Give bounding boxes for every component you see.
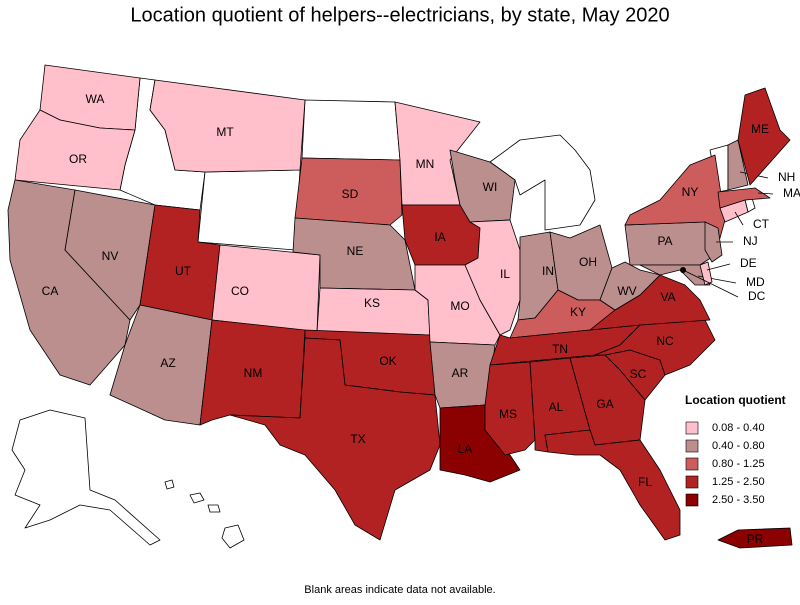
state-label: AL: [549, 400, 564, 414]
state-label: KS: [364, 296, 380, 310]
state-label: FL: [638, 475, 652, 489]
state-label: MS: [499, 407, 517, 421]
state-label: NV: [102, 249, 119, 263]
leader-line: [734, 211, 744, 226]
state-blank: [197, 169, 301, 251]
state-label: UT: [175, 264, 192, 278]
state-label: OR: [69, 152, 87, 166]
legend-swatch: [685, 439, 699, 453]
state-label: CA: [42, 284, 59, 298]
leader-line: [706, 263, 731, 271]
state-label: NE: [347, 244, 364, 258]
state: [316, 287, 431, 336]
map-note: Blank areas indicate data not available.: [304, 584, 495, 596]
legend-label: 0.40 - 0.80: [712, 440, 765, 452]
state: [544, 429, 681, 541]
state-label: KY: [570, 305, 586, 319]
state-label: MO: [450, 299, 469, 313]
state-label: IN: [542, 264, 554, 278]
map-title: Location quotient of helpers--electricia…: [130, 4, 669, 26]
state-label: AR: [452, 366, 469, 380]
state-label: AZ: [160, 356, 175, 370]
state-label: PR: [747, 532, 764, 546]
legend-label: 1.25 - 2.50: [712, 476, 765, 488]
state-label: MT: [216, 125, 234, 139]
state: [599, 261, 661, 311]
state-label: LA: [458, 442, 473, 456]
state: [727, 139, 749, 191]
state-label: DE: [740, 256, 757, 270]
legend-swatch: [685, 475, 699, 489]
state-label: TX: [350, 432, 365, 446]
state-label: NY: [682, 185, 699, 199]
state-label: WV: [617, 284, 636, 298]
state: [14, 109, 136, 191]
state-label: OH: [579, 255, 597, 269]
state-label: WA: [86, 92, 105, 106]
state-label: SD: [342, 187, 359, 201]
state-label: CO: [231, 284, 249, 298]
state-label: PA: [657, 234, 672, 248]
state-blank: [301, 99, 401, 161]
legend-swatch: [685, 421, 699, 435]
state: [717, 187, 771, 209]
state-label: MN: [416, 157, 435, 171]
state-blank: [489, 134, 596, 231]
state: [64, 189, 156, 321]
state-blank: [189, 492, 205, 504]
state-label: NJ: [743, 234, 758, 248]
legend-title: Location quotient: [685, 393, 786, 407]
state-label: NM: [244, 366, 263, 380]
state: [149, 79, 306, 173]
state-label: SC: [630, 367, 647, 381]
state: [717, 527, 793, 549]
leader-line: [682, 269, 739, 298]
blank-states: [11, 77, 756, 549]
state: [699, 261, 713, 286]
legend-label: 0.08 - 0.40: [712, 422, 765, 434]
state-label: CT: [753, 217, 770, 231]
state-label: IL: [500, 267, 510, 281]
state: [704, 221, 723, 263]
state: [211, 244, 321, 333]
state-label: WI: [483, 180, 498, 194]
state-label: MD: [746, 275, 765, 289]
state-label: VA: [660, 290, 675, 304]
legend-swatch: [685, 493, 699, 507]
state: [229, 337, 441, 541]
state-label: NH: [778, 170, 795, 184]
state-blank: [221, 524, 245, 549]
state-label: MA: [783, 186, 800, 200]
state-label: OK: [379, 354, 396, 368]
state-blank: [164, 479, 175, 490]
state: [294, 157, 403, 226]
state-label: GA: [596, 397, 613, 411]
state-label: ME: [751, 122, 769, 136]
legend-label: 0.80 - 1.25: [712, 458, 765, 470]
legend-swatch: [685, 457, 699, 471]
leader-line: [757, 192, 774, 195]
state-blank: [11, 409, 161, 546]
state-label: DC: [748, 289, 766, 303]
state: [737, 87, 791, 186]
state-label: IA: [434, 230, 445, 244]
legend-label: 2.50 - 3.50: [712, 494, 765, 506]
state-blank: [207, 504, 221, 513]
state-label: TN: [552, 342, 568, 356]
state-label: NC: [656, 334, 674, 348]
